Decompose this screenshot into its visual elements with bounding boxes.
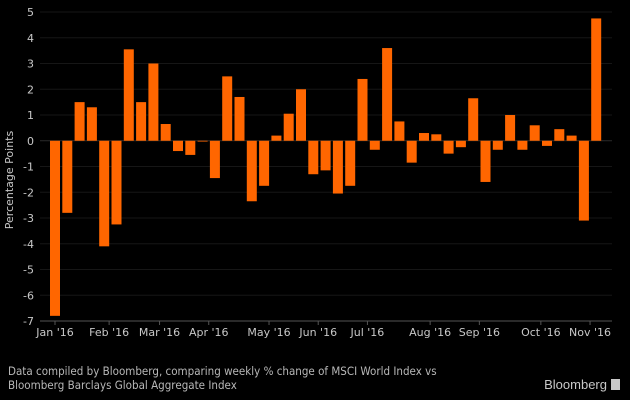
bar [308, 140, 319, 175]
y-tick-label: 2 [27, 83, 34, 96]
bloomberg-terminal-icon [611, 379, 620, 390]
bar [345, 140, 356, 186]
bar [197, 140, 208, 142]
bar [111, 140, 122, 225]
bar [62, 140, 73, 213]
bar [136, 102, 147, 141]
bar [542, 140, 552, 146]
bar [419, 133, 429, 141]
bar-chart: 5 4 3 2 1 0 -1 -2 -3 -4 -5 -6 -7 Jan '16 Feb '16 Mar '… [3, 6, 612, 339]
x-tick-label: Feb '16 [89, 326, 129, 339]
bar [259, 140, 270, 186]
bar [222, 76, 233, 141]
brand-logo: Bloomberg [544, 377, 620, 392]
y-tick-label: 4 [27, 32, 34, 45]
bar [382, 48, 393, 141]
bars [50, 18, 602, 316]
y-tick-label: -4 [23, 238, 34, 251]
x-tick-label: Jun '16 [298, 326, 337, 339]
bar [492, 140, 503, 150]
bar [578, 140, 589, 221]
x-tick-label: Jan '16 [35, 326, 73, 339]
bar [468, 98, 479, 141]
x-tick-label: Oct '16 [521, 326, 561, 339]
bar [320, 140, 331, 171]
bar [99, 140, 110, 247]
bar [50, 140, 60, 316]
bar [505, 115, 516, 141]
y-tick-label: -2 [23, 186, 34, 199]
footnote: Data compiled by Bloomberg, comparing we… [8, 364, 437, 392]
x-tick-label: Aug '16 [409, 326, 451, 339]
brand-name: Bloomberg [544, 377, 607, 392]
bar [591, 18, 602, 141]
bar [480, 140, 491, 182]
bar [455, 140, 466, 148]
x-tick-label: Jul '16 [350, 326, 385, 339]
bar [332, 140, 343, 194]
bar [185, 140, 196, 155]
x-tick-label: Nov '16 [569, 326, 611, 339]
bar [160, 124, 171, 141]
bar [246, 140, 257, 202]
y-tick-label: 3 [27, 58, 34, 71]
bar [394, 121, 405, 141]
bar [296, 89, 306, 141]
bar [271, 135, 282, 141]
x-tick-label: Apr '16 [189, 326, 229, 339]
footnote-line-2: Bloomberg Barclays Global Aggregate Inde… [8, 378, 237, 392]
bar [431, 134, 442, 141]
bar [529, 125, 540, 141]
bar [86, 107, 97, 141]
y-tick-label: -6 [23, 289, 34, 302]
y-tick-label: -7 [23, 315, 34, 328]
y-axis-label: Percentage Points [3, 131, 16, 230]
y-tick-label: 5 [27, 6, 34, 19]
bar [234, 96, 245, 141]
bar [209, 140, 220, 179]
bar [357, 78, 368, 141]
bar [566, 135, 577, 141]
x-axis: Jan '16 Feb '16 Mar '16 Apr '16 May '16 Jun '… [35, 321, 611, 339]
bar [369, 140, 380, 150]
y-tick-label: -5 [23, 264, 34, 277]
bar [406, 140, 417, 163]
bar [123, 49, 134, 141]
bar [173, 140, 183, 152]
x-tick-label: Mar '16 [139, 326, 180, 339]
x-tick-label: Sep '16 [459, 326, 500, 339]
footnote-line-1: Data compiled by Bloomberg, comparing we… [8, 364, 437, 378]
bar [74, 102, 85, 141]
bar [443, 140, 454, 154]
y-tick-label: 0 [27, 135, 34, 148]
y-tick-label: 1 [27, 109, 34, 122]
x-tick-label: May '16 [247, 326, 290, 339]
bar [283, 113, 294, 141]
bar [554, 129, 565, 141]
y-tick-label: -3 [23, 212, 34, 225]
y-axis: 5 4 3 2 1 0 -1 -2 -3 -4 -5 -6 -7 [23, 6, 34, 328]
y-tick-label: -1 [23, 161, 34, 174]
bar [517, 140, 528, 150]
bar [148, 63, 159, 141]
